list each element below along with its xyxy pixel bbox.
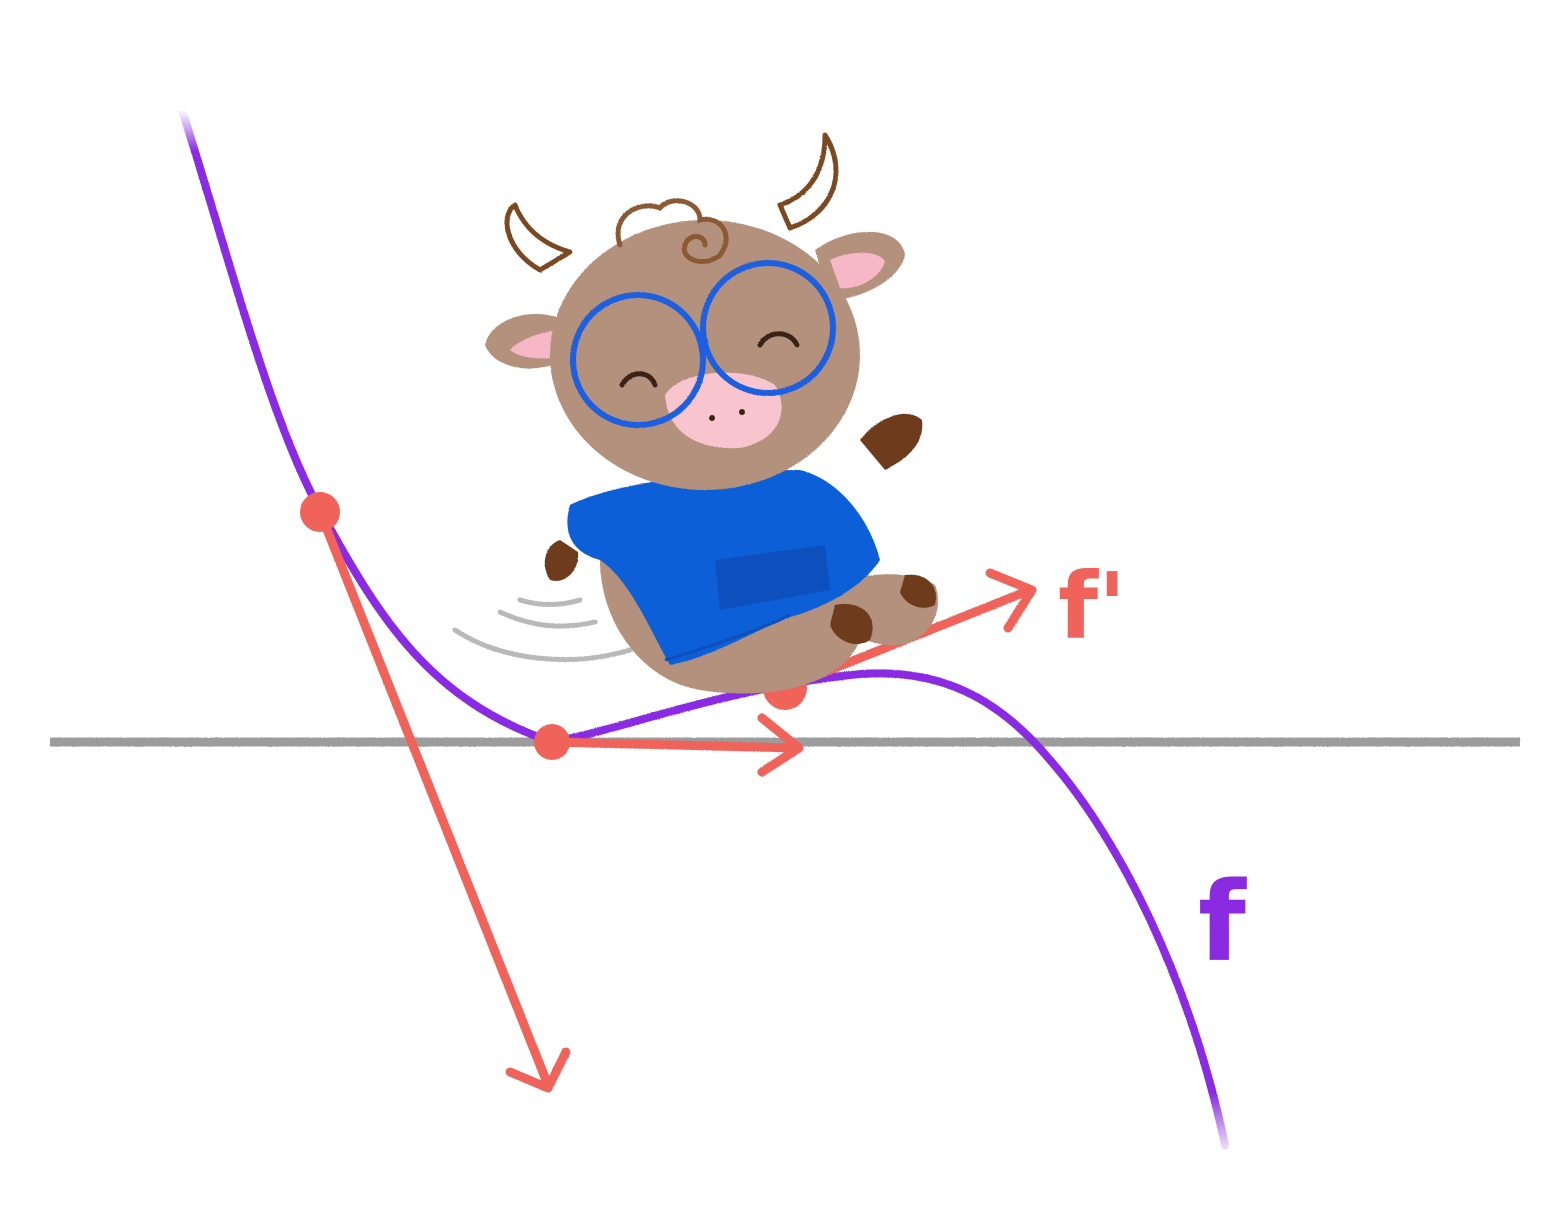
hair-curl-icon (615, 198, 729, 264)
tangent-arrow-flat (547, 713, 804, 777)
tangent-point-1 (300, 492, 340, 532)
nostrils-icon (709, 409, 745, 421)
tangent-arrow-icon (757, 713, 804, 777)
sweater-pocket (715, 545, 830, 610)
tangent-arrow-icon (505, 1047, 571, 1093)
hooves-icon (830, 574, 939, 646)
ears-icon (485, 231, 905, 369)
derivative-label: f' (1058, 553, 1126, 660)
horns-icon (504, 132, 839, 273)
tangent-point-2 (534, 724, 570, 760)
cow-mascot-icon (452, 132, 939, 694)
tangent-arrow-icon (985, 568, 1037, 633)
sweater-hem (664, 613, 791, 662)
eyes-icon (619, 331, 800, 388)
function-label: f (1198, 858, 1247, 986)
glasses-icon (570, 260, 836, 428)
function-curve (178, 106, 1229, 1149)
tangent-arrow-steep (315, 507, 571, 1093)
arms-icon (544, 413, 923, 581)
motion-lines-icon (452, 597, 633, 663)
